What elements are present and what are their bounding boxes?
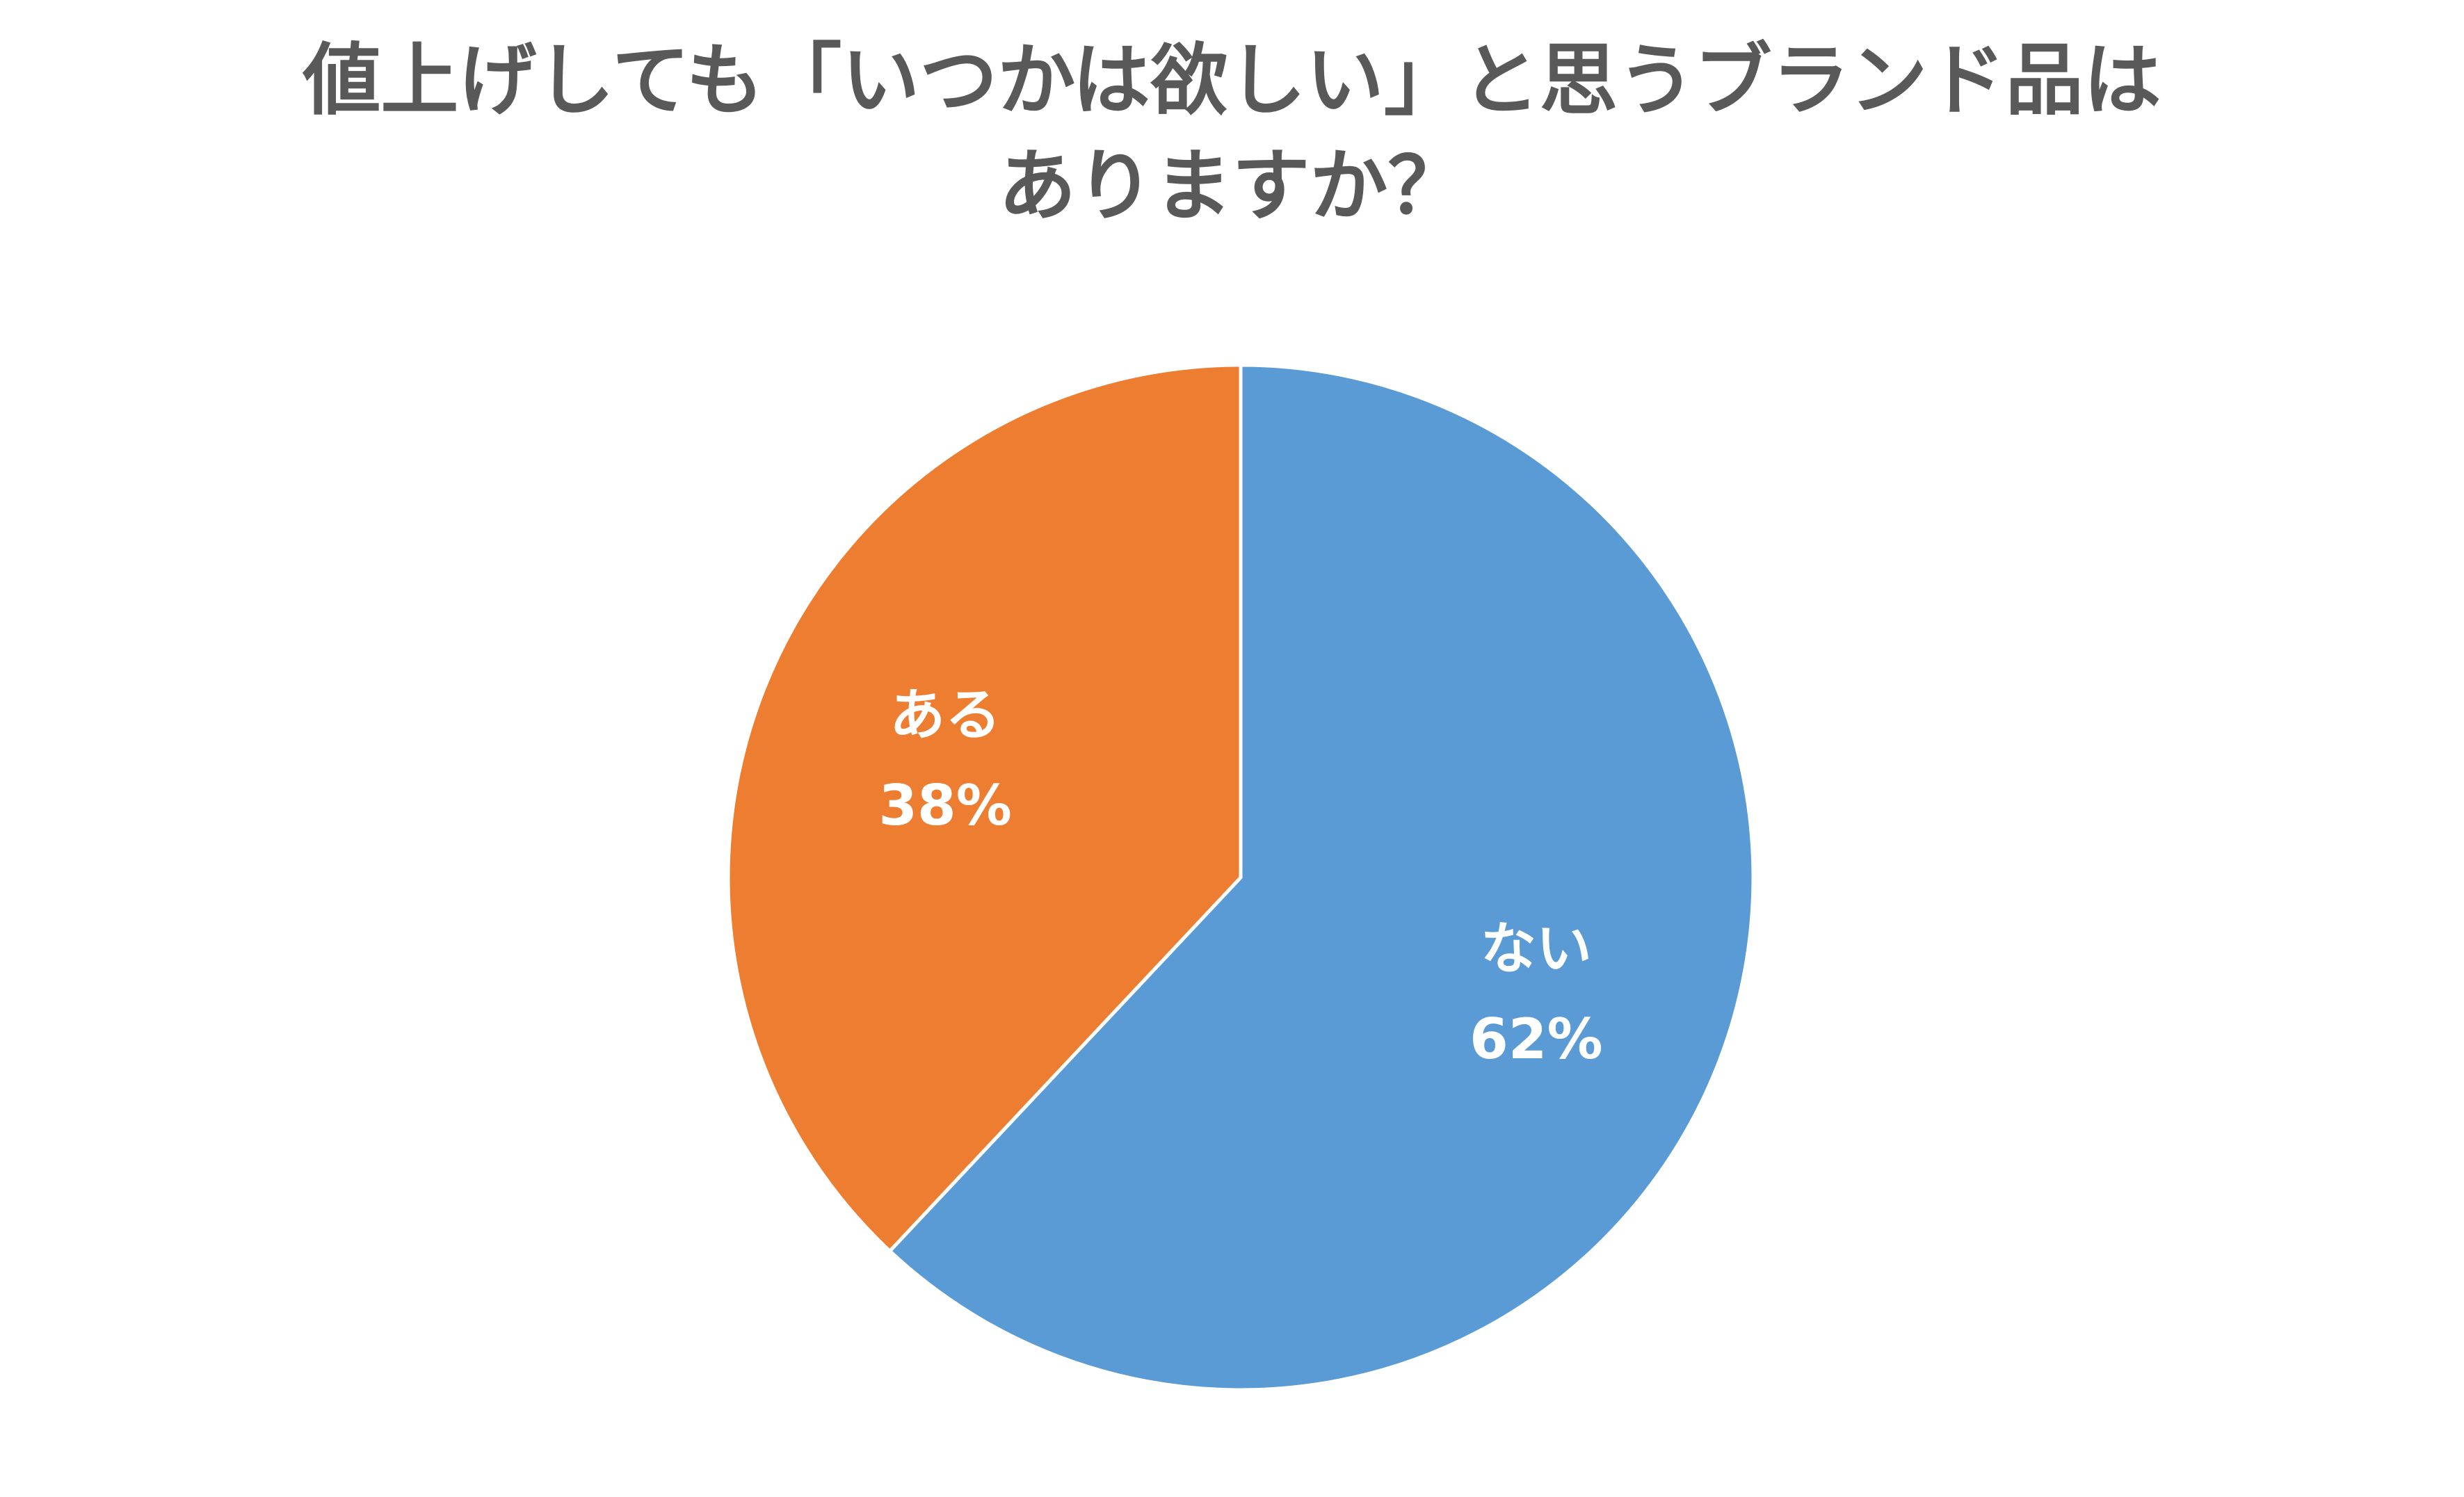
slice-category-label-0: ない bbox=[1481, 916, 1592, 981]
slice-category-label-1: ある bbox=[889, 683, 1001, 747]
chart-title: 値上げしても「いつかは欲しい」と思うブランド品は ありますか？ bbox=[0, 28, 2464, 239]
chart-title-line-2: ありますか？ bbox=[998, 141, 1466, 232]
slice-value-label-0: 62% bbox=[1469, 1007, 1602, 1071]
pie-slice-0 bbox=[887, 363, 1755, 1392]
pie-slice-1 bbox=[726, 363, 1243, 1253]
pie-data-labels: ない 62% ある 38% bbox=[878, 683, 1602, 1071]
pie-slices bbox=[726, 363, 1755, 1392]
chart-title-line-1: 値上げしても「いつかは欲しい」と思うブランド品は bbox=[303, 35, 2161, 126]
slice-value-label-1: 38% bbox=[878, 773, 1011, 838]
